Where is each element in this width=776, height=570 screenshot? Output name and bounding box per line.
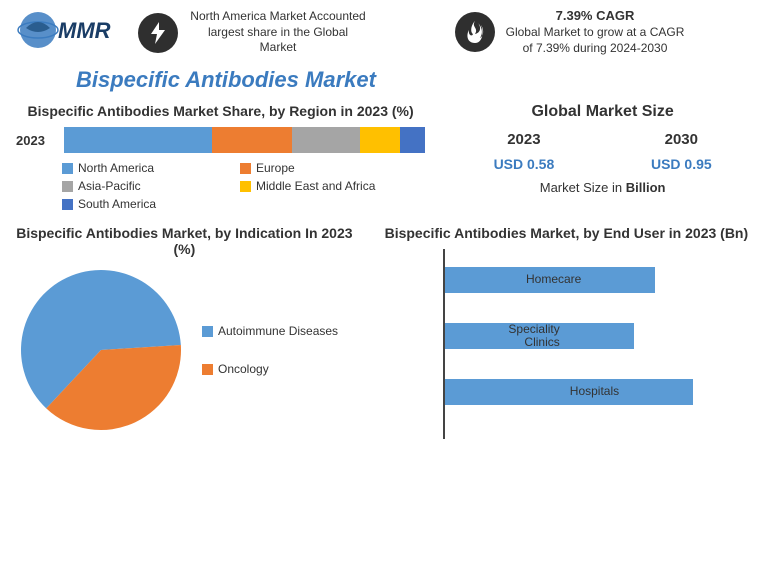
cagr-title: 7.39% CAGR (505, 8, 685, 25)
hbar-label: Speciality Clinics (494, 323, 560, 349)
market-size-years: 2023 2030 (445, 131, 760, 148)
stat-right-text: 7.39% CAGR Global Market to grow at a CA… (505, 8, 685, 56)
market-size-values: USD 0.58 USD 0.95 (445, 156, 760, 172)
cagr-desc: Global Market to grow at a CAGR of 7.39%… (505, 25, 685, 56)
legend-item: South America (62, 197, 222, 211)
legend-item: Oncology (202, 362, 338, 376)
infographic-root: MMR North America Market Accounted large… (0, 0, 776, 570)
page-title: Bispecific Antibodies Market (76, 67, 760, 93)
header-row: MMR North America Market Accounted large… (16, 8, 760, 57)
legend-swatch (202, 364, 213, 375)
hbar-row: Homecare (445, 267, 656, 293)
legend-label: Asia-Pacific (78, 179, 141, 193)
stat-right: 7.39% CAGR Global Market to grow at a CA… (455, 8, 760, 56)
ms-year-2: 2030 (665, 131, 698, 148)
hbar-row: Speciality Clinics (445, 323, 634, 349)
legend-swatch (62, 181, 73, 192)
region-chart: Bispecific Antibodies Market Share, by R… (16, 103, 425, 211)
legend-label: South America (78, 197, 156, 211)
legend-swatch (62, 163, 73, 174)
market-size-title: Global Market Size (445, 103, 760, 121)
hbar-label: Homecare (515, 273, 581, 286)
legend-label: Autoimmune Diseases (218, 324, 338, 338)
market-size-block: Global Market Size 2023 2030 USD 0.58 US… (445, 103, 760, 211)
stacked-bar (64, 127, 425, 153)
legend-item: North America (62, 161, 222, 175)
legend-item: Asia-Pacific (62, 179, 222, 193)
indication-chart-title: Bispecific Antibodies Market, by Indicat… (16, 225, 353, 257)
stat-left: North America Market Accounted largest s… (138, 9, 443, 56)
ms-val-2: USD 0.95 (651, 156, 712, 172)
pie-chart (16, 265, 186, 435)
stacked-segment (360, 127, 400, 153)
legend-swatch (202, 326, 213, 337)
region-year-label: 2023 (16, 133, 56, 148)
stacked-segment (64, 127, 212, 153)
logo-text: MMR (58, 18, 111, 43)
legend-item: Europe (240, 161, 400, 175)
legend-label: North America (78, 161, 154, 175)
enduser-chart-title: Bispecific Antibodies Market, by End Use… (373, 225, 760, 241)
stacked-bar-row: 2023 (16, 127, 425, 153)
region-chart-title: Bispecific Antibodies Market Share, by R… (16, 103, 425, 119)
stacked-segment (400, 127, 425, 153)
hbar-chart: Homecare Speciality Clinics Hospitals (443, 249, 760, 439)
legend-item: Middle East and Africa (240, 179, 400, 193)
stacked-segment (292, 127, 361, 153)
hbar-row: Hospitals (445, 379, 693, 405)
bolt-icon (138, 13, 178, 53)
legend-label: Middle East and Africa (256, 179, 375, 193)
enduser-chart: Bispecific Antibodies Market, by End Use… (373, 225, 760, 439)
stat-left-text: North America Market Accounted largest s… (188, 9, 368, 56)
ms-val-1: USD 0.58 (494, 156, 555, 172)
legend-item: Autoimmune Diseases (202, 324, 338, 338)
flame-icon (455, 12, 495, 52)
legend-swatch (62, 199, 73, 210)
hbar-label: Hospitals (553, 385, 619, 398)
ms-year-1: 2023 (507, 131, 540, 148)
legend-label: Europe (256, 161, 295, 175)
indication-chart: Bispecific Antibodies Market, by Indicat… (16, 225, 353, 439)
bottom-row: Bispecific Antibodies Market, by Indicat… (16, 225, 760, 439)
region-legend: North America Europe Asia-Pacific Middle Ea… (62, 161, 425, 211)
mmr-logo: MMR (16, 8, 126, 57)
legend-swatch (240, 181, 251, 192)
pie-legend: Autoimmune Diseases Oncology (202, 265, 338, 435)
market-size-unit: Market Size in Billion (445, 180, 760, 195)
legend-swatch (240, 163, 251, 174)
stacked-segment (212, 127, 291, 153)
middle-row: Bispecific Antibodies Market Share, by R… (16, 103, 760, 211)
legend-label: Oncology (218, 362, 269, 376)
